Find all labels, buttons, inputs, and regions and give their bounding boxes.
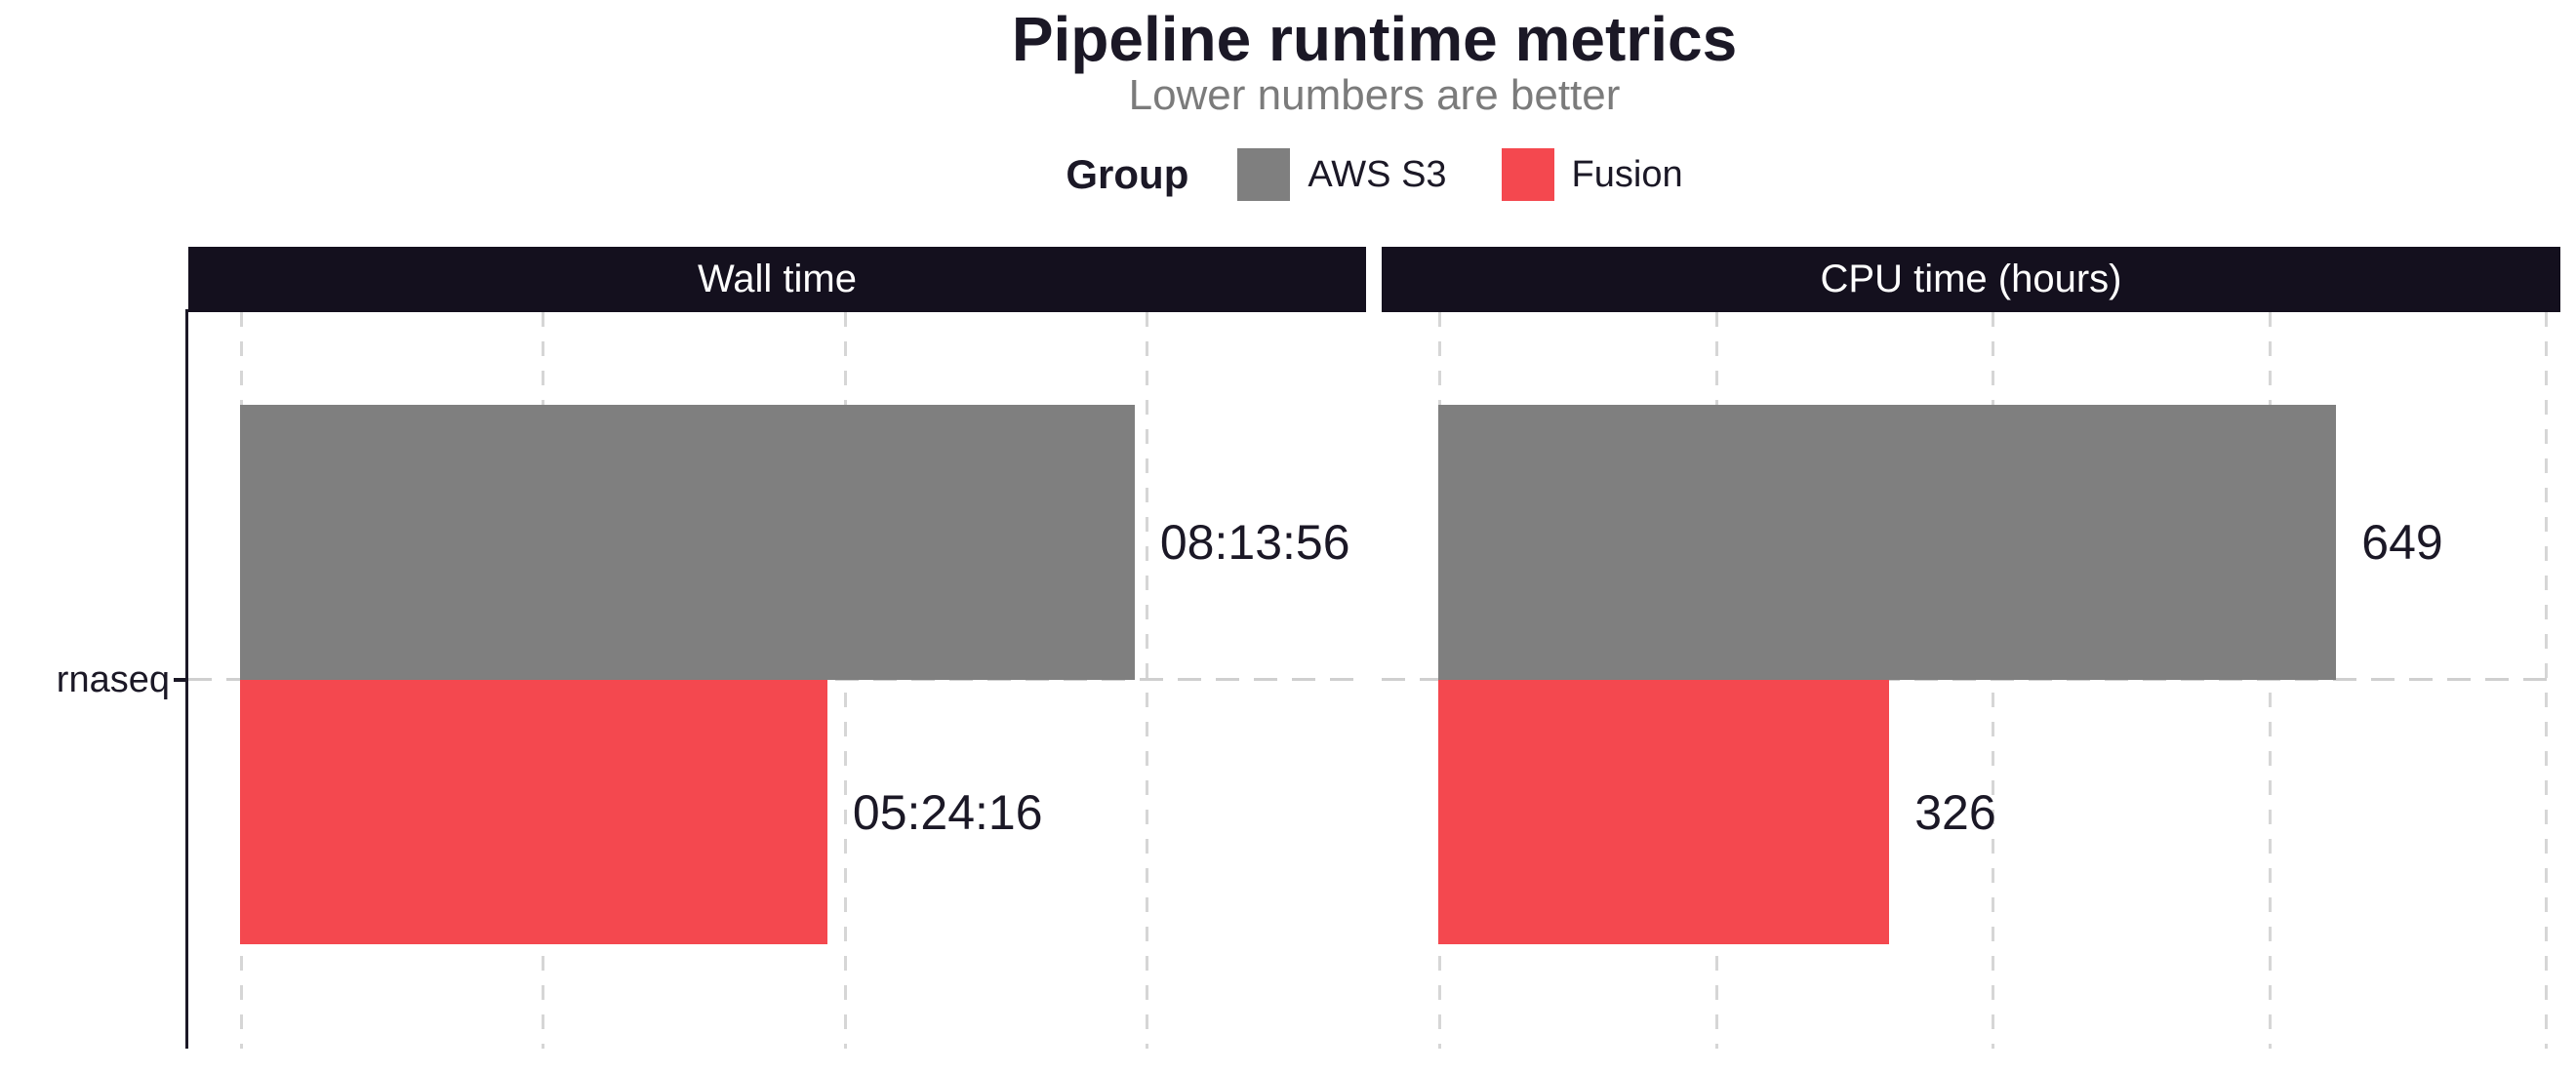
bar-fusion (239, 680, 827, 944)
y-axis-tick (174, 678, 185, 682)
facet-strip-wall-time-label: Wall time (698, 258, 857, 300)
legend: Group AWS S3 Fusion (188, 142, 2560, 207)
legend-label-aws-s3: AWS S3 (1308, 153, 1447, 195)
bar-value-label: 05:24:16 (852, 784, 1043, 840)
y-axis-line (185, 309, 188, 1049)
bar-aws-s3 (1437, 405, 2337, 680)
legend-item-aws-s3: AWS S3 (1237, 148, 1447, 201)
panel-wall-time: 08:13:56 05:24:16 (188, 312, 1366, 1049)
facet-strip-cpu-time: CPU time (hours) (1382, 247, 2560, 312)
legend-swatch-fusion (1501, 148, 1554, 201)
legend-swatch-aws-s3 (1237, 148, 1291, 201)
legend-title: Group (1066, 151, 1189, 197)
bar-value-label: 649 (2361, 515, 2443, 570)
bar-aws-s3 (239, 405, 1135, 680)
bar-value-label: 08:13:56 (1159, 515, 1350, 570)
facet-strip-wall-time: Wall time (188, 247, 1366, 312)
bar-fusion (1437, 680, 1890, 944)
legend-item-fusion: Fusion (1501, 148, 1683, 201)
chart-subtitle: Lower numbers are better (1128, 71, 1621, 119)
chart-title: Pipeline runtime metrics (1011, 4, 1738, 74)
facet-strip-cpu-time-label: CPU time (hours) (1820, 258, 2122, 300)
bar-value-label: 326 (1914, 784, 1996, 840)
legend-label-fusion: Fusion (1571, 153, 1683, 195)
y-axis-category-label: rnaseq (56, 659, 170, 700)
panel-cpu-time: 649 326 (1382, 312, 2560, 1049)
